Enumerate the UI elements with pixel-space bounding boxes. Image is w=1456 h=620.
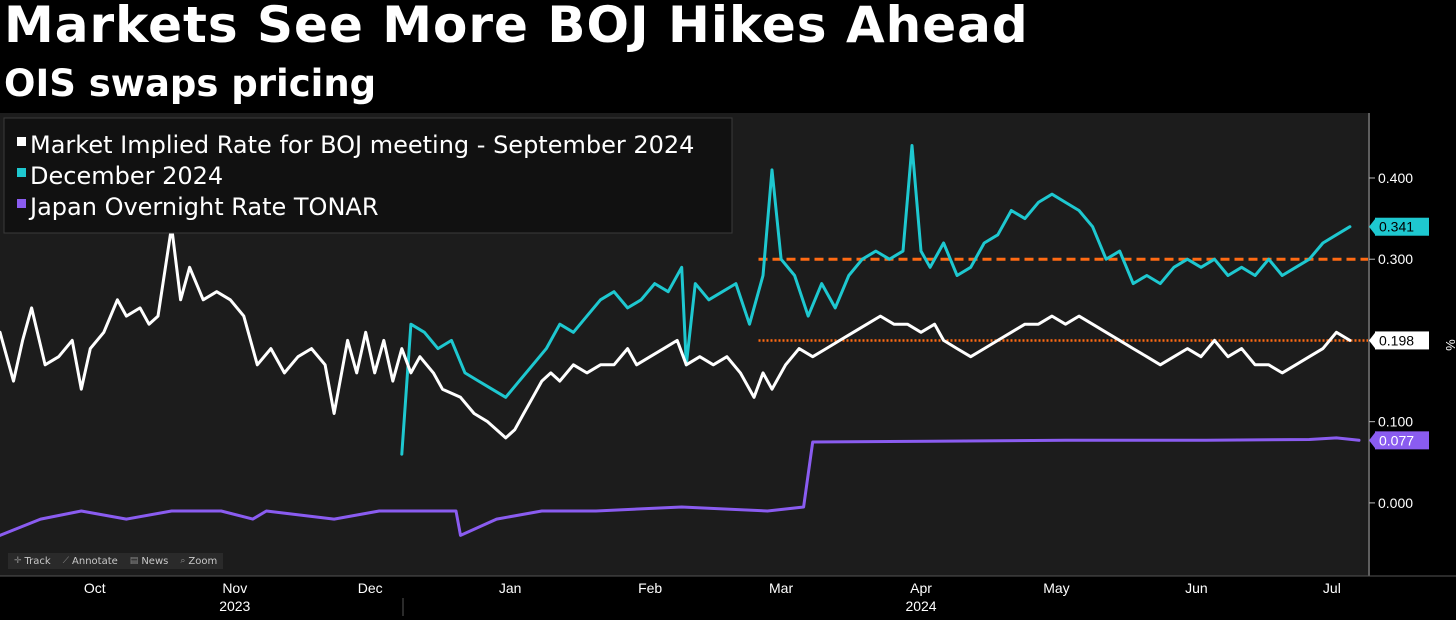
x-year-label: 2024 [905,598,936,614]
badge-pointer [1369,431,1376,450]
x-tick-label: Mar [769,580,793,596]
x-tick-label: Dec [358,580,383,596]
legend-label: Japan Overnight Rate TONAR [28,193,379,221]
badge-pointer [1369,217,1376,236]
series-value-badge: 0.341 [1369,217,1429,236]
zoom-label: Zoom [188,555,218,567]
x-tick-label: Oct [84,580,106,596]
crosshair-icon: ✛ [14,556,22,566]
pencil-icon: ⟋ [62,556,70,566]
badge-box [1375,431,1429,450]
x-tick-label: Jun [1185,580,1208,596]
chart-toolbar: ✛ Track ⟋ Annotate ▤ News ⌕ Zoom [8,553,224,569]
track-button[interactable]: ✛ Track [10,553,55,569]
y-tick-label: 0.400 [1378,170,1413,186]
annotate-button[interactable]: ⟋ Annotate [59,553,122,569]
series-value-badge: 0.198 [1369,331,1429,350]
badge-value: 0.077 [1379,432,1414,448]
x-tick-label: Feb [638,580,662,596]
legend-swatch [17,168,26,177]
magnifier-icon: ⌕ [180,556,186,566]
x-tick-label: May [1043,580,1069,596]
x-tick-label: Apr [910,580,932,596]
badge-box [1375,331,1429,350]
x-year-label: 2023 [219,598,250,614]
series-line-2 [0,436,1361,537]
badge-box [1375,217,1429,236]
track-label: Track [24,555,51,567]
legend: Market Implied Rate for BOJ meeting - Se… [3,117,733,234]
series-line-0 [0,225,1352,440]
zoom-button[interactable]: ⌕ Zoom [176,553,221,569]
badge-pointer [1369,331,1376,350]
y-tick-label: 0.100 [1378,414,1413,430]
annotate-label: Annotate [72,555,118,567]
badge-value: 0.341 [1379,219,1414,235]
news-icon: ▤ [129,556,139,566]
legend-label: December 2024 [30,162,223,190]
x-tick-label: Nov [222,580,247,596]
x-tick-label: Jul [1323,580,1341,596]
news-button[interactable]: ▤ News [126,553,173,569]
y-tick-label: 0.300 [1378,251,1413,267]
y-axis-unit-label: % [1443,339,1456,351]
x-tick-label: Jan [499,580,522,596]
series-line-1 [400,144,1352,456]
news-label: News [141,555,169,567]
legend-swatch [17,199,26,208]
badge-value: 0.198 [1379,332,1414,348]
series-value-badge: 0.077 [1369,431,1429,450]
legend-label: Market Implied Rate for BOJ meeting - Se… [30,131,694,159]
y-tick-label: 0.000 [1378,495,1413,511]
chart-title: Markets See More BOJ Hikes Ahead [4,0,1029,54]
chart-subtitle: OIS swaps pricing [4,62,377,105]
legend-swatch [17,137,26,146]
